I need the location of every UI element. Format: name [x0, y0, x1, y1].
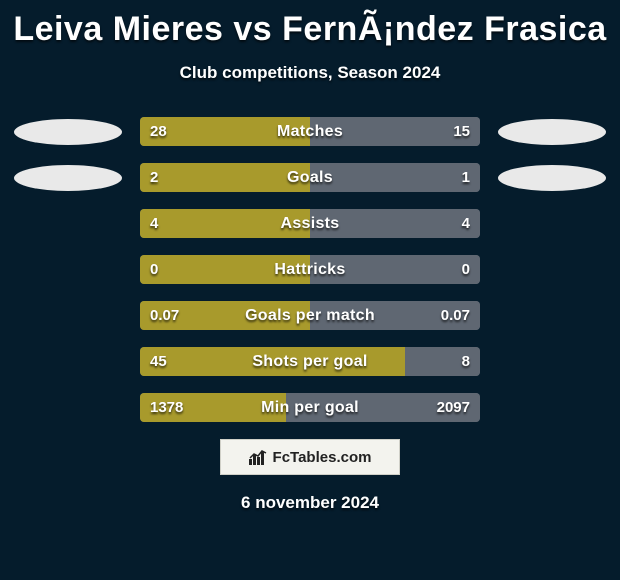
stat-bar-right: [310, 255, 480, 284]
stat-bar-left: [140, 209, 310, 238]
player-oval-right: [498, 165, 606, 191]
stat-bar: 00Hattricks: [140, 255, 480, 284]
oval-placeholder: [498, 395, 606, 421]
brand-badge: FcTables.com: [220, 439, 400, 475]
oval-placeholder: [14, 257, 122, 283]
stat-bar: 13782097Min per goal: [140, 393, 480, 422]
stat-bar-left: [140, 163, 310, 192]
date-label: 6 november 2024: [0, 493, 620, 513]
oval-placeholder: [14, 349, 122, 375]
brand-text: FcTables.com: [273, 449, 372, 466]
oval-placeholder: [498, 257, 606, 283]
oval-placeholder: [498, 349, 606, 375]
player-oval-left: [14, 119, 122, 145]
stat-value-left: 45: [150, 347, 167, 376]
stat-row: 2815Matches: [0, 117, 620, 146]
stat-value-right: 8: [462, 347, 470, 376]
stat-bar: 44Assists: [140, 209, 480, 238]
stat-row: 13782097Min per goal: [0, 393, 620, 422]
brand-chart-icon: [249, 449, 269, 465]
oval-placeholder: [14, 211, 122, 237]
stat-value-left: 28: [150, 117, 167, 146]
stat-value-right: 2097: [437, 393, 470, 422]
stat-bar: 21Goals: [140, 163, 480, 192]
stat-bar: 0.070.07Goals per match: [140, 301, 480, 330]
stat-row: 458Shots per goal: [0, 347, 620, 376]
page-subtitle: Club competitions, Season 2024: [0, 63, 620, 83]
stats-container: 2815Matches21Goals44Assists00Hattricks0.…: [0, 117, 620, 422]
stat-row: 21Goals: [0, 163, 620, 192]
stat-value-right: 15: [453, 117, 470, 146]
stat-row: 0.070.07Goals per match: [0, 301, 620, 330]
stat-bar-left: [140, 347, 405, 376]
stat-row: 44Assists: [0, 209, 620, 238]
stat-row: 00Hattricks: [0, 255, 620, 284]
stat-bar: 2815Matches: [140, 117, 480, 146]
oval-placeholder: [498, 211, 606, 237]
stat-bar-left: [140, 255, 310, 284]
oval-placeholder: [14, 303, 122, 329]
stat-bar-right: [310, 209, 480, 238]
stat-value-right: 0.07: [441, 301, 470, 330]
stat-bar: 458Shots per goal: [140, 347, 480, 376]
stat-value-left: 2: [150, 163, 158, 192]
oval-placeholder: [14, 395, 122, 421]
stat-value-left: 4: [150, 209, 158, 238]
page-title: Leiva Mieres vs FernÃ¡ndez Frasica: [0, 0, 620, 49]
stat-bar-right: [310, 163, 480, 192]
stat-value-right: 0: [462, 255, 470, 284]
stat-value-left: 1378: [150, 393, 183, 422]
player-oval-right: [498, 119, 606, 145]
oval-placeholder: [498, 303, 606, 329]
stat-value-right: 4: [462, 209, 470, 238]
player-oval-left: [14, 165, 122, 191]
stat-value-right: 1: [462, 163, 470, 192]
stat-value-left: 0.07: [150, 301, 179, 330]
stat-value-left: 0: [150, 255, 158, 284]
